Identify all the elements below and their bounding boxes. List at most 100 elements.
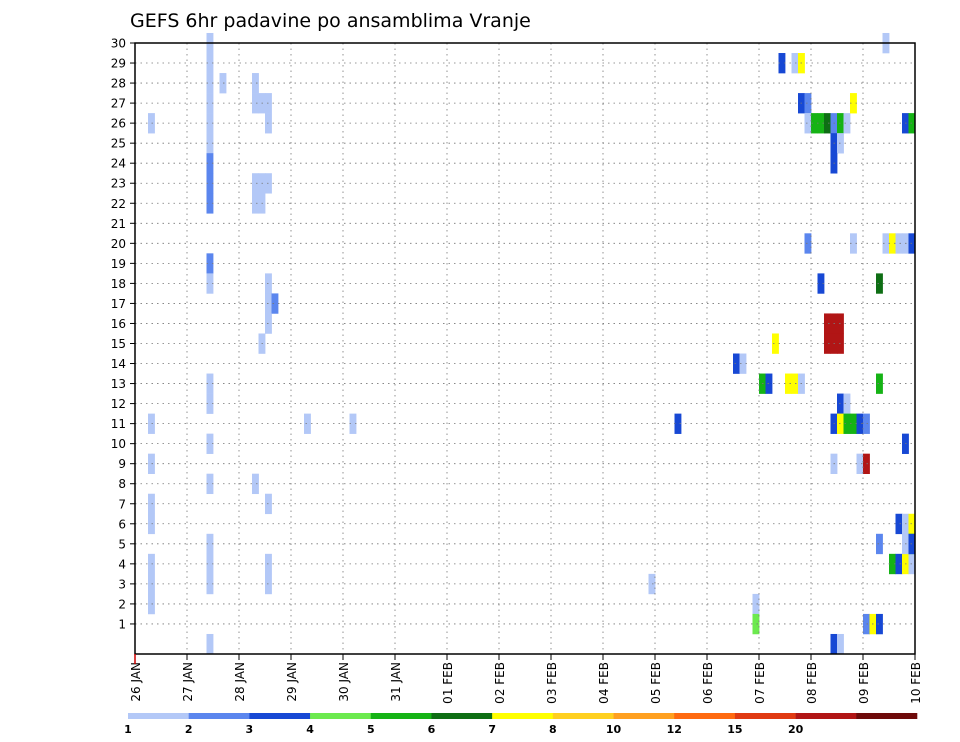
heatmap-cell bbox=[772, 333, 779, 354]
y-tick-label: 23 bbox=[111, 177, 126, 191]
y-tick-label: 22 bbox=[111, 197, 126, 211]
x-tick-label: 05 FEB bbox=[649, 662, 663, 704]
x-tick-label: 30 JAN bbox=[337, 662, 351, 702]
colorbar-swatch bbox=[370, 713, 432, 719]
heatmap-cell bbox=[824, 333, 831, 354]
heatmap-cell bbox=[739, 353, 747, 374]
x-tick-label: 10 FEB bbox=[909, 662, 923, 704]
x-tick-label: 01 FEB bbox=[441, 662, 455, 704]
heatmap-cell bbox=[863, 613, 870, 635]
colorbar-swatch bbox=[188, 713, 250, 719]
y-tick-label: 21 bbox=[111, 217, 126, 231]
heatmap-cell bbox=[752, 613, 760, 635]
y-tick-label: 12 bbox=[111, 397, 126, 411]
heatmap-cell bbox=[206, 153, 214, 174]
heatmap-cell bbox=[791, 373, 799, 394]
colorbar-swatch bbox=[128, 713, 189, 719]
y-tick-label: 7 bbox=[118, 497, 126, 511]
colorbar-label: 10 bbox=[606, 723, 622, 736]
colorbar-label: 5 bbox=[367, 723, 375, 736]
heatmap-cell bbox=[206, 93, 214, 114]
colorbar: 1 2 3 4 5 6 7 8 10 12 15 20 bbox=[124, 713, 918, 736]
heatmap-cell bbox=[206, 53, 214, 74]
heatmap-cell bbox=[206, 433, 214, 454]
y-tick-label: 20 bbox=[111, 237, 126, 251]
heatmap-cell bbox=[876, 273, 883, 294]
colorbar-swatch bbox=[613, 713, 675, 719]
colorbar-label: 3 bbox=[246, 723, 254, 736]
colorbar-swatch bbox=[310, 713, 372, 719]
heatmap-cell bbox=[889, 553, 896, 575]
heatmap-cell bbox=[733, 353, 740, 374]
heatmap-cell bbox=[206, 173, 214, 194]
x-tick-label: 31 JAN bbox=[389, 662, 403, 702]
colorbar-label: 12 bbox=[667, 723, 682, 736]
heatmap-cell bbox=[148, 413, 155, 434]
colorbar-label: 2 bbox=[185, 723, 193, 736]
heatmap-cell bbox=[863, 413, 870, 434]
x-axis-ticks: 26 JAN 27 JAN 28 JAN 29 JAN 30 JAN 31 JAN 01 F… bbox=[129, 654, 923, 704]
heatmap-cell bbox=[252, 173, 259, 194]
y-tick-label: 4 bbox=[118, 557, 126, 571]
y-tick-label: 30 bbox=[111, 37, 126, 51]
heatmap-cell bbox=[271, 293, 279, 314]
grid-lines bbox=[135, 42, 915, 654]
y-tick-label: 29 bbox=[111, 57, 126, 71]
heatmap-cell bbox=[817, 273, 825, 294]
heatmap-cell bbox=[856, 413, 864, 434]
y-tick-label: 16 bbox=[111, 317, 126, 331]
heatmap-cell bbox=[206, 193, 214, 214]
x-tick-label: 04 FEB bbox=[597, 662, 611, 704]
heatmap-cell bbox=[206, 133, 214, 154]
heatmap-cell bbox=[206, 73, 214, 94]
colorbar-swatch bbox=[492, 713, 554, 719]
heatmap-cell bbox=[824, 313, 831, 334]
y-tick-label: 8 bbox=[118, 477, 126, 491]
y-tick-label: 26 bbox=[111, 117, 126, 131]
x-tick-label: 26 JAN bbox=[129, 662, 143, 702]
heatmap-cell bbox=[252, 93, 259, 114]
heatmap-cell bbox=[843, 113, 851, 134]
heatmap-cell bbox=[148, 513, 155, 535]
heatmap-cell bbox=[804, 233, 812, 254]
heatmap-cell bbox=[895, 233, 903, 254]
colorbar-label: 8 bbox=[549, 723, 557, 736]
x-tick-label: 03 FEB bbox=[545, 662, 559, 704]
y-axis-ticks: 1234567891011121314151617181920212223242… bbox=[111, 37, 135, 631]
colorbar-label: 1 bbox=[124, 723, 132, 736]
heatmap-cell bbox=[850, 233, 857, 254]
heatmap-cell bbox=[804, 93, 812, 114]
heatmap-cell bbox=[876, 373, 883, 394]
y-tick-label: 9 bbox=[118, 457, 126, 471]
y-tick-label: 1 bbox=[118, 617, 126, 631]
heatmap-cell bbox=[148, 553, 155, 575]
heatmap-cell bbox=[811, 113, 818, 134]
y-tick-label: 17 bbox=[111, 297, 126, 311]
heatmap-cell bbox=[252, 73, 259, 94]
heatmap-cell bbox=[752, 593, 760, 615]
y-tick-label: 24 bbox=[111, 157, 126, 171]
x-tick-label: 27 JAN bbox=[181, 662, 195, 702]
heatmap-cell bbox=[206, 253, 214, 274]
heatmap-cell bbox=[148, 493, 155, 515]
heatmap-cell bbox=[804, 113, 812, 134]
y-tick-label: 5 bbox=[118, 537, 126, 551]
chart-title: GEFS 6hr padavine po ansamblima Vranje bbox=[130, 10, 531, 32]
heatmap-cell bbox=[895, 513, 903, 535]
heatmap-cell bbox=[148, 113, 155, 134]
colorbar-swatch bbox=[795, 713, 857, 719]
heatmap-cell bbox=[252, 193, 259, 214]
heatmap-cell bbox=[206, 393, 214, 414]
colorbar-label: 4 bbox=[306, 723, 314, 736]
y-tick-label: 11 bbox=[111, 417, 126, 431]
colorbar-swatch bbox=[552, 713, 614, 719]
heatmap-cell bbox=[148, 573, 155, 595]
y-tick-label: 10 bbox=[111, 437, 126, 451]
heatmap-cell bbox=[843, 393, 851, 414]
y-tick-label: 2 bbox=[118, 597, 126, 611]
heatmap-cell bbox=[876, 533, 883, 555]
colorbar-label: 15 bbox=[727, 723, 742, 736]
colorbar-swatch bbox=[431, 713, 493, 719]
heatmap-cell bbox=[349, 413, 357, 434]
y-tick-label: 13 bbox=[111, 377, 126, 391]
